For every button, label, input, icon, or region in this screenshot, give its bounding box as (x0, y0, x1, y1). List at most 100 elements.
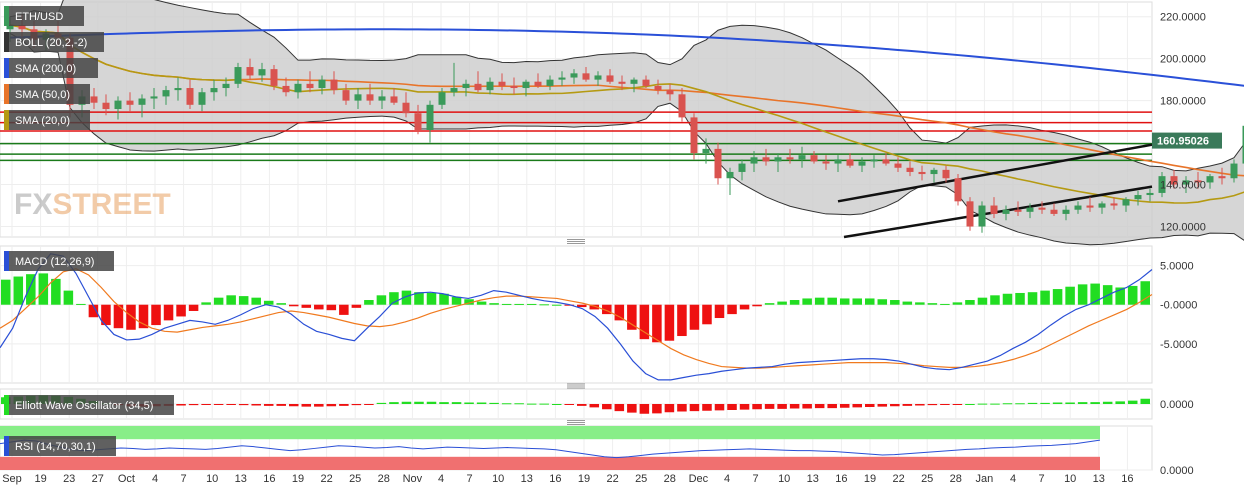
candle-body (870, 159, 878, 162)
macd-histogram-bar (376, 295, 387, 305)
ewo-histogram-bar (965, 404, 975, 405)
legend-price-1-swatch (4, 32, 9, 52)
macd-histogram-bar (927, 303, 938, 305)
x-tick-label: 4 (724, 473, 730, 485)
legend-price-1[interactable]: BOLL (20,2,-2) (4, 32, 104, 52)
macd-histogram-bar (539, 304, 549, 306)
x-tick-label: 13 (235, 473, 247, 485)
candle-body (1194, 180, 1202, 183)
macd-histogram-bar (526, 303, 537, 305)
legend-ewo-label: Elliott Wave Oscillator (34,5) (15, 400, 153, 412)
x-tick-label: 19 (578, 473, 590, 485)
macd-histogram-bar (263, 300, 274, 305)
ewo-histogram-bar (213, 404, 224, 405)
ewo-histogram-bar (652, 404, 662, 414)
candle-body (318, 79, 326, 89)
panel-dividers[interactable] (567, 239, 585, 425)
rsi-panel (0, 426, 1101, 470)
legend-rsi[interactable]: RSI (14,70,30,1) (4, 436, 116, 456)
candle-body (498, 81, 506, 86)
macd-histogram-bar (389, 292, 399, 305)
ewo-histogram-bar (752, 404, 762, 410)
legend-price-0[interactable]: ETH/USD (4, 6, 84, 26)
ewo-histogram-bar (188, 404, 199, 406)
candle-body (1230, 163, 1238, 179)
candle-body (774, 157, 782, 162)
fxstreet-watermark: FXSTREET (14, 188, 171, 221)
ewo-histogram-bar (301, 404, 312, 407)
ewo-histogram-bar (1027, 402, 1038, 404)
legend-price-4-bg (4, 110, 90, 130)
macd-histogram-bar (314, 304, 324, 310)
x-tick-label: 28 (664, 473, 676, 485)
macd-histogram-bar (63, 290, 74, 305)
x-tick-label: 13 (807, 473, 819, 485)
legend-macd[interactable]: MACD (12,26,9) (4, 251, 114, 271)
candle-body (594, 75, 602, 80)
x-tick-label: 13 (521, 473, 533, 485)
legend-price-2-label: SMA (200,0) (15, 63, 76, 75)
legend-ewo[interactable]: Elliott Wave Oscillator (34,5) (4, 395, 174, 415)
candle-body (762, 157, 770, 162)
macd-histogram-bar (551, 304, 562, 306)
panel-resize-handle[interactable] (567, 239, 585, 244)
candle-body (522, 81, 530, 89)
legend-ewo-bg (4, 395, 174, 415)
ewo-histogram-bar (952, 404, 963, 405)
ewo-histogram-bar (539, 403, 549, 405)
ewo-histogram-bar (238, 404, 249, 406)
rsi-oversold-zone (0, 456, 1100, 470)
macd-histogram-bar (977, 297, 988, 305)
candle-body (642, 79, 650, 86)
macd-histogram-bar (326, 304, 337, 311)
price-y-tick: 220.0000 (1160, 12, 1206, 24)
candle-body (258, 69, 266, 76)
macd-histogram-bar (952, 302, 963, 305)
legend-price-3[interactable]: SMA (50,0) (4, 84, 90, 104)
candle-body (1170, 176, 1178, 185)
macd-histogram-bar (213, 297, 224, 305)
macd-histogram-bar (702, 304, 712, 325)
macd-histogram-bar (38, 273, 49, 305)
legend-price-2[interactable]: SMA (200,0) (4, 58, 98, 78)
macd-histogram-bar (339, 304, 349, 315)
macd-histogram-bar (364, 300, 374, 305)
candle-body (486, 81, 494, 91)
panel-resize-handle[interactable] (567, 383, 585, 389)
legend-macd-label: MACD (12,26,9) (15, 256, 94, 268)
legend-price-3-label: SMA (50,0) (15, 89, 70, 101)
macd-histogram-bar (163, 304, 174, 321)
ewo-histogram-bar (577, 404, 587, 406)
ewo-histogram-bar (501, 403, 512, 405)
candle-body (1158, 176, 1166, 193)
panel-resize-handle[interactable] (567, 420, 585, 425)
candle-body (510, 85, 518, 89)
macd-histogram-bar (138, 304, 149, 329)
macd-histogram-bar (439, 293, 449, 305)
candle-body (726, 171, 734, 179)
candle-body (1098, 203, 1106, 208)
macd-histogram-bar (1140, 281, 1150, 305)
rsi-line (0, 439, 1101, 459)
ewo-histogram-bar (201, 404, 211, 405)
candle-body (930, 169, 938, 175)
ewo-histogram-bar (664, 404, 675, 413)
legend-price-4[interactable]: SMA (20,0) (4, 110, 90, 130)
x-tick-label: 10 (492, 473, 504, 485)
legend-rsi-swatch (4, 436, 9, 456)
legend-price-0-swatch (4, 6, 9, 26)
ewo-histogram-bar (839, 404, 850, 408)
macd-histogram-bar (965, 300, 975, 305)
candle-body (198, 92, 206, 105)
ewo-histogram-bar (314, 404, 324, 407)
x-tick-label: 16 (263, 473, 275, 485)
ewo-histogram-bar (802, 404, 812, 409)
candle-body (234, 67, 242, 84)
candle-body (834, 159, 842, 164)
candle-body (618, 81, 626, 84)
x-tick-label: 25 (635, 473, 647, 485)
macd-histogram-bar (602, 304, 612, 315)
macd-histogram-bar (251, 297, 261, 305)
candle-body (690, 117, 698, 154)
candle-body (630, 79, 638, 84)
